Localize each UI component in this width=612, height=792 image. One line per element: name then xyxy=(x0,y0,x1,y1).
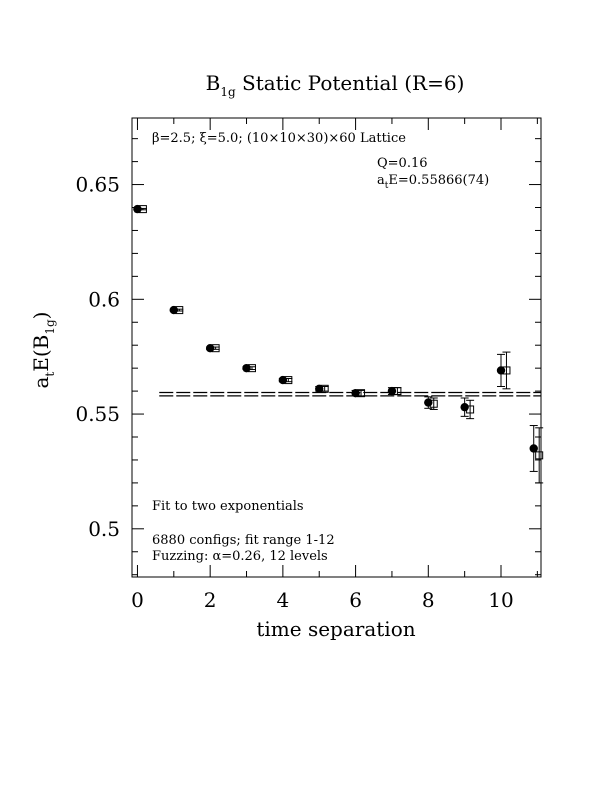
q-annotation: Q=0.16 xyxy=(377,156,428,171)
x-tick-label: 6 xyxy=(349,588,362,612)
axis-ticks xyxy=(132,118,541,577)
y-tick-label: 0.65 xyxy=(75,173,120,197)
data-point-circle xyxy=(351,388,360,398)
data-point-square xyxy=(175,306,184,315)
y-tick-label: 0.6 xyxy=(88,287,120,311)
y-axis-label: atE(B1g) xyxy=(29,311,57,388)
data-point-square xyxy=(357,389,366,398)
data-point-circle xyxy=(387,386,397,396)
y-label-mid: E(B xyxy=(29,335,53,372)
fuzzing-annotation: Fuzzing: α=0.26, 12 levels xyxy=(152,549,328,564)
y-tick-label: 0.5 xyxy=(88,517,120,541)
y-tick-label: 0.55 xyxy=(75,402,120,426)
data-point-circle xyxy=(496,366,506,375)
configs-annotation: 6880 configs; fit range 1-12 xyxy=(152,533,335,548)
data-point-circle xyxy=(424,398,433,407)
x-tick-label: 4 xyxy=(277,588,290,612)
axis-tick-labels: 0 2 4 6 8 10 0.5 0.55 0.6 0.65 xyxy=(75,173,513,612)
data-point-square xyxy=(211,344,220,353)
plot-border xyxy=(131,117,542,578)
data-point-square xyxy=(284,376,293,385)
x-axis-label: time separation xyxy=(256,617,415,641)
data-point-circle xyxy=(278,375,288,385)
data-markers xyxy=(133,204,544,460)
data-point-square xyxy=(502,366,511,375)
chart-title-main: B xyxy=(206,71,221,95)
y-label-main: a xyxy=(29,377,53,389)
fit-energy-value: E=0.55866(74) xyxy=(388,173,489,188)
data-point-square xyxy=(138,205,147,214)
data-point-circle xyxy=(169,305,179,315)
data-point-square xyxy=(393,387,402,396)
data-point-circle xyxy=(315,384,324,394)
chart-title-rest: Static Potential (R=6) xyxy=(236,71,465,95)
y-label-sub1: t xyxy=(43,372,57,377)
fit-band xyxy=(159,391,541,397)
chart-title: B1g Static Potential (R=6) xyxy=(206,71,465,99)
x-tick-label: 10 xyxy=(488,588,513,612)
lattice-annotation: β=2.5; ξ=5.0; (10×10×30)×60 Lattice xyxy=(152,131,406,146)
x-tick-label: 2 xyxy=(204,588,217,612)
x-tick-label: 0 xyxy=(131,588,144,612)
data-point-circle xyxy=(205,343,215,353)
data-point-circle xyxy=(242,363,251,373)
data-point-circle xyxy=(460,402,469,412)
data-point-square xyxy=(429,399,438,408)
y-label-sub2: 1g xyxy=(43,319,57,335)
y-label-end: ) xyxy=(29,311,53,319)
data-point-circle xyxy=(529,444,538,453)
error-bars xyxy=(133,207,544,484)
fit-energy-annotation: atE=0.55866(74) xyxy=(377,173,489,191)
fit-type-annotation: Fit to two exponentials xyxy=(152,499,304,514)
plot-frame xyxy=(131,117,542,578)
fit-energy-prefix: a xyxy=(377,173,385,188)
data-point-circle xyxy=(133,204,142,214)
fit-energy-subscript: t xyxy=(385,181,389,191)
data-point-square xyxy=(320,384,329,393)
data-point-square xyxy=(466,405,475,414)
x-tick-label: 8 xyxy=(422,588,435,612)
data-point-square xyxy=(247,364,256,373)
chart-title-subscript: 1g xyxy=(220,85,236,99)
data-point-square xyxy=(535,451,544,460)
